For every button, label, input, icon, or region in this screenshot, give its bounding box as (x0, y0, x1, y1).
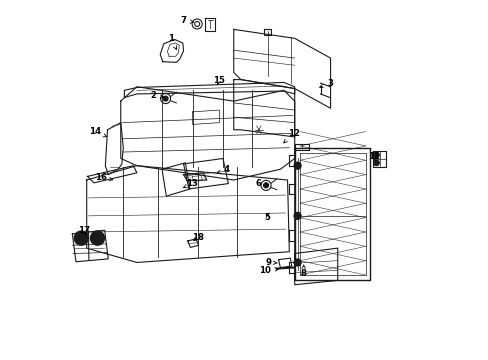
Circle shape (293, 162, 301, 169)
Text: 6: 6 (255, 179, 268, 188)
Polygon shape (124, 82, 294, 98)
Circle shape (373, 160, 379, 166)
Polygon shape (278, 258, 291, 267)
Text: 18: 18 (191, 233, 203, 242)
Polygon shape (72, 230, 108, 262)
Text: 11: 11 (367, 152, 380, 161)
Text: 2: 2 (150, 91, 163, 100)
Circle shape (74, 231, 88, 245)
Polygon shape (372, 151, 386, 167)
Polygon shape (162, 163, 190, 196)
Polygon shape (192, 110, 219, 125)
Polygon shape (87, 166, 137, 183)
Text: 4: 4 (217, 165, 229, 174)
Text: 15: 15 (213, 76, 225, 85)
Polygon shape (187, 239, 198, 247)
Polygon shape (294, 144, 308, 149)
Circle shape (293, 212, 301, 220)
Polygon shape (233, 30, 330, 108)
Circle shape (90, 231, 104, 245)
Circle shape (163, 96, 168, 101)
Text: 13: 13 (183, 179, 198, 188)
Polygon shape (294, 248, 337, 285)
Polygon shape (264, 30, 271, 35)
Polygon shape (105, 123, 123, 175)
Text: 7: 7 (180, 16, 193, 25)
Polygon shape (121, 87, 294, 180)
Polygon shape (86, 166, 289, 262)
Circle shape (373, 152, 379, 158)
Polygon shape (300, 153, 365, 275)
Text: 9: 9 (265, 258, 277, 267)
Text: 14: 14 (88, 127, 106, 137)
Polygon shape (204, 18, 215, 31)
Text: 5: 5 (264, 213, 270, 222)
Circle shape (263, 183, 268, 188)
Text: 3: 3 (319, 79, 333, 88)
Text: 17: 17 (78, 226, 90, 235)
Polygon shape (183, 173, 206, 181)
Text: 10: 10 (259, 266, 278, 275)
Text: 8: 8 (300, 265, 306, 278)
Circle shape (293, 259, 301, 266)
Polygon shape (183, 158, 228, 189)
Text: 16: 16 (95, 173, 113, 182)
Polygon shape (294, 148, 369, 280)
Text: 12: 12 (283, 129, 299, 143)
Polygon shape (233, 80, 294, 137)
Polygon shape (160, 40, 183, 62)
Text: 1: 1 (168, 34, 176, 49)
Polygon shape (192, 176, 202, 181)
